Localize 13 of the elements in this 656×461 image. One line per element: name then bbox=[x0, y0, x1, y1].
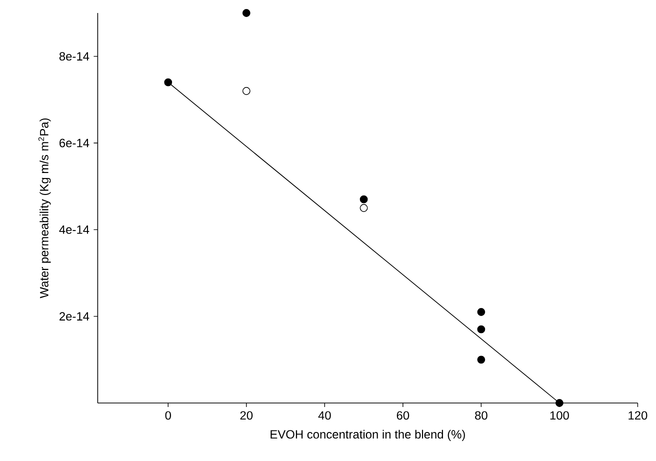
y-axis-title: Water permeability (Kg m/s m$^{2}$Pa) bbox=[38, 118, 51, 298]
x-tick-label: 80 bbox=[475, 411, 488, 420]
y-tick-label: 6e-14 bbox=[60, 138, 90, 148]
x-tick-label: 60 bbox=[396, 411, 410, 420]
x-tick-label: 120 bbox=[628, 411, 648, 420]
x-axis-title: EVOH concentration in the blend (%) bbox=[270, 430, 465, 441]
x-tick-label: 20 bbox=[240, 411, 253, 420]
y-tick-label: 4e-14 bbox=[59, 226, 90, 234]
x-tick-label: 100 bbox=[550, 411, 569, 420]
x-tick-label: 0 bbox=[165, 411, 171, 420]
y-tick-label: 8e-14 bbox=[59, 52, 90, 61]
x-tick-label: 40 bbox=[318, 411, 331, 420]
y-tick-label: 2e-14 bbox=[60, 312, 90, 321]
